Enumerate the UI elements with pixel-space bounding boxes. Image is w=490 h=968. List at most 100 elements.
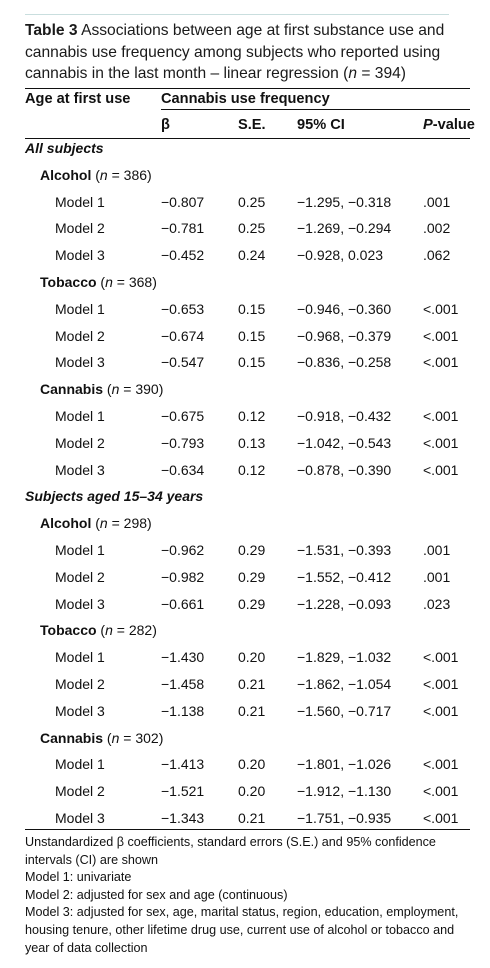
beta-value: −0.793 xyxy=(161,434,205,451)
group-label: Cannabis (n = 390) xyxy=(40,376,163,403)
model-label: Model 2 xyxy=(55,434,105,451)
group-name: Tobacco xyxy=(40,274,97,290)
table-row: Model 3 −1.343 0.21 −1.751, −0.935 <.001 xyxy=(0,805,490,832)
se-value: 0.21 xyxy=(238,810,266,826)
beta-value: −1.458 xyxy=(161,676,205,692)
table-row: Model 1 −1.413 0.20 −1.801, −1.026 <.001 xyxy=(0,751,490,778)
model-label: Model 2 xyxy=(55,783,105,800)
section-title: Subjects aged 15–34 years xyxy=(25,488,204,505)
group-n: (n = 368) xyxy=(96,274,157,290)
caption-n-symbol: n xyxy=(348,65,357,82)
footnote: Model 3: adjusted for sex, age, marital … xyxy=(25,905,459,955)
beta-value: −1.138 xyxy=(161,702,205,719)
caption-n-value: = 394) xyxy=(357,65,406,82)
ci-value: −1.829, −1.032 xyxy=(297,649,392,666)
table-row: Model 2 −0.982 0.29 −1.552, −0.412 .001 xyxy=(0,564,490,591)
ci-value: −0.836, −0.258 xyxy=(297,354,392,371)
se-value: 0.29 xyxy=(238,542,266,558)
model-label: Model 1 xyxy=(55,300,105,317)
ci-value: −1.228, −0.093 xyxy=(297,595,392,612)
group-n: (n = 302) xyxy=(103,729,164,746)
group-label: Tobacco (n = 282) xyxy=(40,617,157,644)
ci-value: −1.042, −0.543 xyxy=(297,434,392,451)
header-bottom-rule xyxy=(25,138,470,139)
header-beta: β xyxy=(161,117,170,133)
group-label: Alcohol (n = 386) xyxy=(40,162,152,189)
ci-value: −1.912, −1.130 xyxy=(297,783,392,800)
footnote: Model 1: univariate xyxy=(25,870,132,885)
se-value: 0.12 xyxy=(238,461,266,478)
se-value: 0.15 xyxy=(238,300,266,317)
group-name: Alcohol xyxy=(40,166,92,183)
ci-value: −0.968, −0.379 xyxy=(297,327,392,344)
p-value: <.001 xyxy=(423,676,459,692)
group-name: Cannabis xyxy=(40,381,104,398)
table-row: Model 2 −0.674 0.15 −0.968, −0.379 <.001 xyxy=(0,323,490,350)
p-value: <.001 xyxy=(423,783,459,800)
group-row: Alcohol (n = 298) xyxy=(0,510,490,537)
ci-value: −1.751, −0.935 xyxy=(297,810,392,826)
table-row: Model 3 −0.634 0.12 −0.878, −0.390 <.001 xyxy=(0,457,490,484)
model-label: Model 3 xyxy=(55,354,105,371)
table-row: Model 1 −0.962 0.29 −1.531, −0.393 .001 xyxy=(0,537,490,564)
ci-value: −0.878, −0.390 xyxy=(297,461,392,478)
se-value: 0.12 xyxy=(238,408,266,424)
table-row: Model 3 −0.547 0.15 −0.836, −0.258 <.001 xyxy=(0,349,490,376)
header-age-at-first-use: Age at first use xyxy=(25,91,131,107)
se-value: 0.29 xyxy=(238,595,266,612)
beta-value: −0.634 xyxy=(161,461,205,478)
group-row: Cannabis (n = 390) xyxy=(0,376,490,403)
p-value: .001 xyxy=(423,193,451,210)
header-ci: 95% CI xyxy=(297,117,345,133)
beta-value: −0.653 xyxy=(161,300,205,317)
group-n: (n = 390) xyxy=(103,381,164,398)
beta-value: −0.962 xyxy=(161,542,205,558)
p-value: .062 xyxy=(423,247,451,264)
beta-value: −0.547 xyxy=(161,354,205,371)
p-value: .001 xyxy=(423,542,451,558)
header-cannabis-use-frequency: Cannabis use frequency xyxy=(161,91,330,107)
p-value: <.001 xyxy=(423,300,459,317)
table-row: Model 1 −0.653 0.15 −0.946, −0.360 <.001 xyxy=(0,296,490,323)
se-value: 0.15 xyxy=(238,354,266,371)
p-value: <.001 xyxy=(423,327,459,344)
table-row: Model 2 −1.458 0.21 −1.862, −1.054 <.001 xyxy=(0,671,490,698)
p-value: .002 xyxy=(423,220,451,237)
ci-value: −1.862, −1.054 xyxy=(297,676,392,692)
p-value: <.001 xyxy=(423,810,459,826)
table-row: Model 1 −0.675 0.12 −0.918, −0.432 <.001 xyxy=(0,403,490,430)
beta-value: −0.982 xyxy=(161,568,205,585)
group-row: Tobacco (n = 282) xyxy=(0,617,490,644)
model-label: Model 1 xyxy=(55,193,105,210)
ci-value: −1.560, −0.717 xyxy=(297,702,392,719)
header-p-rest: -value xyxy=(432,117,475,133)
footnote: Unstandardized β coefficients, standard … xyxy=(25,835,436,867)
ci-value: −0.946, −0.360 xyxy=(297,300,392,317)
model-label: Model 3 xyxy=(55,461,105,478)
p-value: <.001 xyxy=(423,461,459,478)
model-label: Model 1 xyxy=(55,649,105,666)
section-row: All subjects xyxy=(0,135,490,162)
model-label: Model 3 xyxy=(55,702,105,719)
p-value: <.001 xyxy=(423,354,459,371)
model-label: Model 2 xyxy=(55,676,105,692)
p-value: <.001 xyxy=(423,702,459,719)
section-title: All subjects xyxy=(25,140,104,156)
table-footnotes: Unstandardized β coefficients, standard … xyxy=(25,834,475,957)
se-value: 0.20 xyxy=(238,756,266,773)
group-label: Cannabis (n = 302) xyxy=(40,725,163,752)
table-row: Model 2 −0.793 0.13 −1.042, −0.543 <.001 xyxy=(0,430,490,457)
header-se: S.E. xyxy=(238,117,266,133)
model-label: Model 3 xyxy=(55,247,105,264)
se-value: 0.15 xyxy=(238,327,266,344)
ci-value: −1.801, −1.026 xyxy=(297,756,392,773)
table-row: Model 1 −0.807 0.25 −1.295, −0.318 .001 xyxy=(0,189,490,216)
se-value: 0.25 xyxy=(238,220,266,237)
header-sub-rule xyxy=(161,109,470,110)
beta-value: −0.661 xyxy=(161,595,205,612)
beta-value: −0.807 xyxy=(161,193,205,210)
caption-accent-line xyxy=(25,14,449,15)
model-label: Model 2 xyxy=(55,327,105,344)
table-caption: Table 3 Associations between age at firs… xyxy=(25,20,455,85)
p-value: <.001 xyxy=(423,649,459,666)
